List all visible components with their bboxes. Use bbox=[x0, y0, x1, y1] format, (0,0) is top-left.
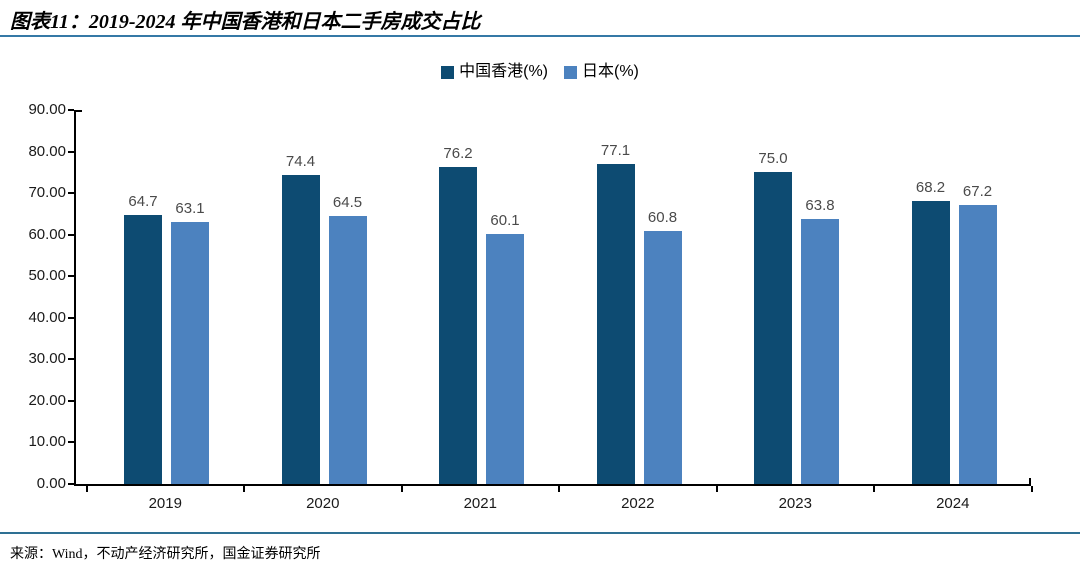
bar-jp-2020 bbox=[328, 215, 367, 484]
legend-swatch-icon bbox=[564, 65, 577, 79]
value-label-hk-2022: 77.1 bbox=[600, 141, 631, 159]
bar-hk-2022 bbox=[596, 163, 635, 484]
y-axis-tick bbox=[68, 483, 74, 485]
bar-jp-2024 bbox=[958, 204, 997, 484]
bar-jp-2021 bbox=[486, 234, 524, 484]
x-axis-tick bbox=[85, 486, 88, 492]
bar-chart-plot: 0.00 10.00 20.00 30.00 40.00 50.00 60.00 70.00 8… bbox=[28, 101, 1033, 512]
x-axis-label: 2024 bbox=[936, 495, 970, 512]
value-label-hk-2024: 68.2 bbox=[915, 178, 946, 196]
figure-title: 图表11：2019-2024 年中国香港和日本二手房成交占比 bbox=[10, 11, 481, 33]
bar-hk-2020 bbox=[281, 174, 320, 484]
legend-item-jp: 日本(%) bbox=[564, 64, 639, 80]
value-label-jp-2021: 60.1 bbox=[490, 212, 520, 230]
bar-hk-2023 bbox=[754, 172, 792, 484]
x-axis-label: 2022 bbox=[621, 495, 655, 512]
value-label-hk-2020: 74.4 bbox=[285, 152, 316, 170]
y-axis-label: 70.00 bbox=[28, 184, 66, 202]
chart-legend: 中国香港(%) 日本(%) bbox=[0, 62, 1080, 82]
x-axis-tick bbox=[873, 486, 875, 492]
y-axis-tick bbox=[68, 358, 74, 361]
x-axis-label: 2021 bbox=[463, 495, 497, 512]
value-label-jp-2020: 64.5 bbox=[332, 193, 363, 211]
x-axis-line bbox=[74, 484, 1031, 486]
y-axis-label: 0.00 bbox=[36, 475, 66, 492]
y-axis-label: 50.00 bbox=[28, 267, 66, 285]
value-label-hk-2019: 64.7 bbox=[128, 193, 158, 211]
legend-item-hk: 中国香港(%) bbox=[441, 64, 548, 80]
y-axis-line bbox=[74, 110, 76, 486]
y-axis-tick bbox=[68, 441, 74, 444]
legend-label: 日本(%) bbox=[582, 63, 639, 80]
bar-jp-2019 bbox=[171, 221, 209, 484]
y-axis-tick bbox=[68, 316, 74, 319]
source-rule bbox=[0, 532, 1080, 534]
figure-source: 来源：Wind，不动产经济研究所，国金证券研究所 bbox=[10, 547, 321, 562]
bar-hk-2021 bbox=[439, 167, 477, 484]
x-axis-endcap bbox=[1029, 478, 1031, 484]
value-label-jp-2022: 60.8 bbox=[647, 209, 678, 227]
x-axis-tick bbox=[558, 486, 560, 492]
y-axis-tick bbox=[68, 275, 74, 278]
x-axis-label: 2023 bbox=[778, 495, 812, 512]
x-axis-tick bbox=[243, 486, 245, 492]
y-axis-tick bbox=[68, 192, 74, 195]
y-axis-label: 60.00 bbox=[28, 225, 66, 243]
x-axis-tick bbox=[400, 486, 403, 492]
legend-swatch-icon bbox=[441, 65, 455, 79]
y-axis-tick bbox=[68, 233, 74, 236]
bar-hk-2024 bbox=[911, 200, 950, 484]
value-label-jp-2024: 67.2 bbox=[962, 182, 993, 200]
bar-jp-2022 bbox=[643, 231, 682, 484]
x-axis-label: 2020 bbox=[306, 495, 340, 512]
value-label-hk-2023: 75.0 bbox=[758, 150, 788, 168]
x-axis-tick bbox=[715, 486, 718, 492]
x-axis-tick bbox=[1030, 486, 1033, 492]
y-axis-endcap bbox=[76, 110, 82, 112]
bar-hk-2019 bbox=[124, 215, 162, 484]
legend-label: 中国香港(%) bbox=[459, 63, 548, 80]
y-axis-tick bbox=[68, 399, 74, 402]
y-axis-label: 40.00 bbox=[28, 308, 66, 326]
y-axis-label: 10.00 bbox=[28, 433, 66, 451]
y-axis-label: 30.00 bbox=[28, 350, 66, 368]
y-axis-label: 90.00 bbox=[28, 101, 66, 118]
value-label-jp-2019: 63.1 bbox=[175, 199, 205, 217]
y-axis-tick bbox=[68, 150, 74, 153]
y-axis-label: 20.00 bbox=[28, 391, 66, 409]
y-axis-tick bbox=[68, 109, 74, 111]
value-label-jp-2023: 63.8 bbox=[805, 196, 835, 214]
title-rule bbox=[0, 35, 1080, 37]
y-axis-label: 80.00 bbox=[28, 142, 66, 160]
x-axis-label: 2019 bbox=[148, 495, 182, 512]
bar-jp-2023 bbox=[801, 218, 839, 484]
value-label-hk-2021: 76.2 bbox=[443, 145, 473, 163]
